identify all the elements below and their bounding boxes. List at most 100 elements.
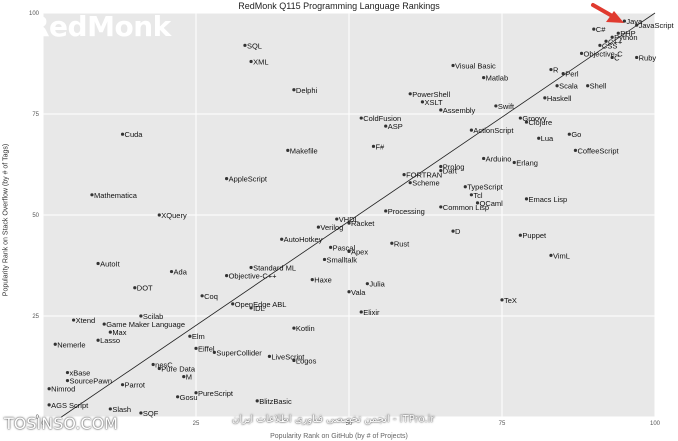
point-livescript: [267, 354, 272, 358]
label-autohotkey: AutoHotkey: [284, 235, 323, 244]
point-sql: [243, 43, 247, 47]
point-julia: [365, 282, 369, 286]
point-standard-ml: [249, 265, 253, 270]
label-assembly: Assembly: [443, 106, 476, 115]
point-ruby: [635, 55, 639, 60]
grid-lines: [42, 12, 656, 418]
label-openedge-abl: OpenEdge ABL: [235, 300, 287, 309]
label-typescript: TypeScript: [467, 183, 503, 192]
label-idl: IDL: [253, 304, 265, 313]
label-objective-c-: Objective-C++: [229, 272, 278, 281]
data-labels: JavaScriptJavaPHPPythonC#C++CSSObjective…: [51, 17, 674, 418]
point-r: [549, 67, 553, 72]
label-delphi: Delphi: [296, 86, 318, 95]
data-points: [47, 19, 639, 415]
label-makefile: Makefile: [290, 146, 318, 155]
point-dot: [133, 286, 137, 290]
label-powershell: PowerShell: [412, 90, 450, 99]
point-css: [598, 43, 602, 47]
label-mathematica: Mathematica: [94, 191, 138, 200]
point-nemerle: [53, 342, 57, 346]
point-xtend: [72, 318, 76, 322]
label-blitzbasic: BlitzBasic: [259, 397, 292, 406]
x-tick-label: 25: [193, 421, 200, 427]
point-xml: [249, 59, 253, 64]
label-kotlin: Kotlin: [296, 324, 315, 333]
point-prolog: [439, 164, 443, 169]
label-max: Max: [112, 328, 126, 337]
point-scilab: [139, 314, 143, 318]
redmonk-logo: RedMonk: [28, 10, 171, 43]
label-prolog: Prolog: [443, 163, 465, 172]
point-swift: [494, 104, 498, 108]
label-dot: DOT: [137, 284, 153, 293]
label-c-: C#: [596, 25, 606, 34]
label-applescript: AppleScript: [229, 175, 268, 184]
label-dart: Dart: [443, 167, 458, 176]
label-matlab: Matlab: [486, 74, 509, 83]
point-rust: [390, 241, 394, 245]
arrow-head: [606, 11, 624, 23]
point-xslt: [420, 100, 425, 104]
label-lua: Lua: [541, 134, 554, 143]
point-typescript: [463, 185, 467, 189]
label-supercollider: SuperCollider: [216, 348, 262, 357]
y-tick-label: 100: [29, 11, 40, 17]
point-xbase: [65, 370, 70, 375]
point-max: [108, 330, 112, 334]
watermark-itpro: انجمن تخصصی فناوری اطلاعات ایران - ITPro…: [232, 414, 435, 425]
x-tick-label: 50: [346, 421, 353, 427]
point-go: [567, 132, 571, 136]
point-python: [610, 35, 614, 39]
label-nemerle: Nemerle: [57, 340, 85, 349]
point-asp: [384, 124, 388, 128]
point-javascript: [635, 23, 639, 27]
label-viml: VimL: [553, 251, 570, 260]
point-c: [610, 55, 614, 60]
label-slash: Slash: [112, 405, 131, 414]
point-delphi: [292, 88, 296, 92]
label-fortran: FORTRAN: [406, 171, 442, 180]
label-standard-ml: Standard ML: [253, 264, 296, 273]
point-java: [622, 19, 627, 23]
point-purescript: [194, 391, 198, 395]
label-c: C: [614, 53, 620, 62]
point-gosu: [176, 395, 180, 399]
label-elixir: Elixir: [363, 308, 380, 317]
point-haxe: [310, 278, 314, 282]
point-d: [451, 229, 455, 233]
label-xtend: Xtend: [76, 316, 96, 325]
label-apex: Apex: [351, 247, 368, 256]
point-haskell: [543, 96, 547, 100]
label-sql: SQL: [247, 41, 262, 50]
point-nimrod: [47, 387, 51, 391]
point-applescript: [225, 177, 229, 181]
y-tick-label: 25: [32, 314, 39, 320]
point-cuda: [120, 132, 125, 136]
label-css: CSS: [602, 41, 617, 50]
label-erlang: Erlang: [516, 158, 538, 167]
label-game-maker-language: Game Maker Language: [106, 320, 185, 329]
label-ocaml: OCaml: [480, 199, 504, 208]
point-sourcepawn: [65, 379, 70, 383]
point-sqf: [139, 411, 143, 415]
point-groovy: [518, 116, 522, 120]
label-nimrod: Nimrod: [51, 385, 75, 394]
y-tick-label: 0: [36, 415, 40, 421]
arrow-shaft: [591, 3, 616, 19]
label-emacs-lisp: Emacs Lisp: [528, 195, 567, 204]
label-pure-data: Pure Data: [161, 365, 196, 374]
label-visual-basic: Visual Basic: [455, 62, 496, 71]
point-c-: [604, 39, 608, 43]
label-java: Java: [626, 17, 643, 26]
point-matlab: [482, 76, 486, 80]
label-eiffel: Eiffel: [198, 344, 215, 353]
label-racket: Racket: [351, 219, 375, 228]
point-blitzbasic: [255, 399, 259, 403]
label-go: Go: [571, 130, 581, 139]
point-vhdl: [335, 217, 339, 221]
point-objective-c-: [225, 274, 229, 278]
point-apex: [347, 249, 351, 253]
label-actionscript: ActionScript: [473, 126, 514, 135]
